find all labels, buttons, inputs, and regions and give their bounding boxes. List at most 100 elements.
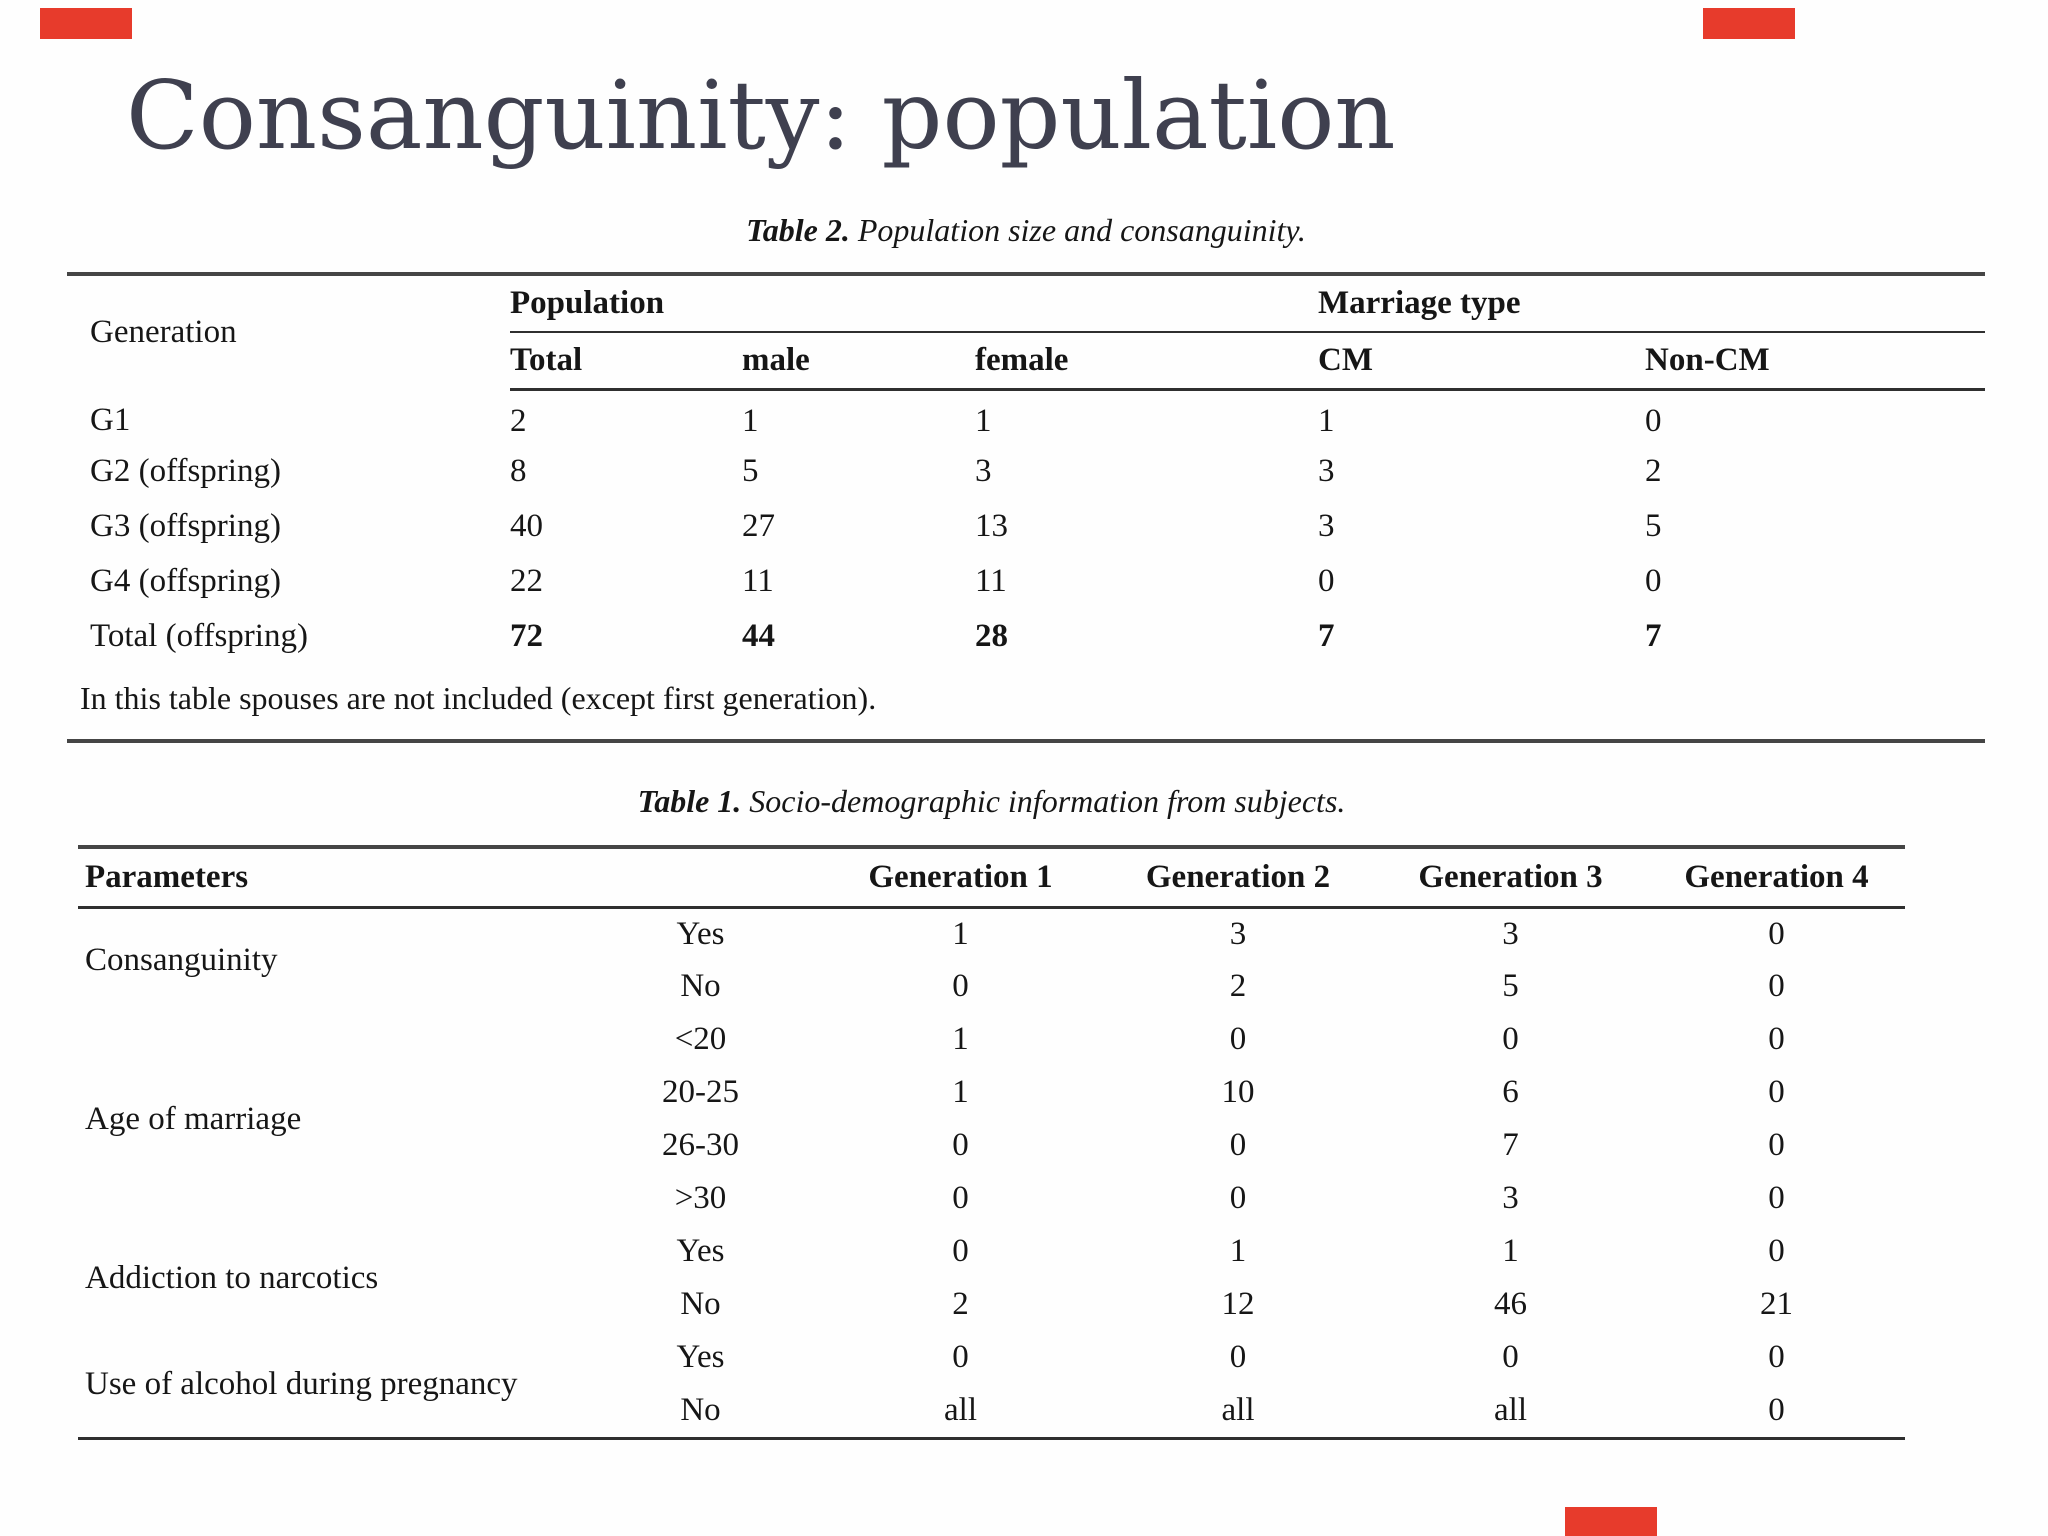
cell: 0 (1229, 1127, 1247, 1163)
cell: 0 (1768, 1180, 1785, 1216)
cell: 1 (975, 402, 992, 439)
cell: 7 (1645, 618, 1662, 654)
cell: 1 (1229, 1233, 1247, 1269)
table-row: G3 (offspring) 40 27 13 3 5 (67, 499, 1985, 554)
table2-population-group-header: Population (510, 276, 1319, 333)
table-row: No all all all 0 (78, 1384, 1905, 1437)
table-row: G4 (offspring) 22 11 11 0 0 (67, 554, 1985, 609)
cell: all (1494, 1392, 1527, 1428)
table1-col-gen3: Generation 3 (1373, 849, 1649, 909)
cell: 21 (1760, 1286, 1794, 1322)
cell: 6 (1502, 1074, 1519, 1110)
cell: 72 (510, 618, 543, 654)
table1-caption-text: Socio-demographic information from subje… (741, 783, 1346, 819)
cell: 2 (1645, 453, 1662, 489)
cell: 10 (1221, 1074, 1255, 1110)
row-label: G3 (offspring) (90, 508, 281, 544)
table-row: 26-30 0 0 7 0 (78, 1119, 1905, 1172)
group-label: Addiction to narcotics (85, 1259, 379, 1296)
cell: all (1221, 1392, 1255, 1428)
sub-label: Yes (676, 1339, 725, 1375)
sub-label: No (680, 968, 721, 1004)
cell: 0 (952, 1180, 969, 1216)
table2-footnote: In this table spouses are not included (… (80, 680, 877, 716)
sub-label: >30 (674, 1180, 727, 1216)
sub-label: 26-30 (662, 1127, 739, 1163)
cell: 2 (510, 402, 527, 439)
table1-col-gen1: Generation 1 (818, 849, 1104, 909)
cell: 2 (952, 1286, 969, 1322)
cell: 0 (1768, 915, 1785, 952)
cell: 12 (1221, 1286, 1255, 1322)
table1-container: Parameters Generation 1 Generation 2 Gen… (78, 845, 1906, 1440)
cell: 0 (1768, 1392, 1785, 1428)
table2: Generation Population Marriage type Tota… (67, 276, 1986, 664)
cell: 5 (1502, 968, 1519, 1004)
cell: 3 (1502, 1180, 1519, 1216)
cell: 2 (1229, 968, 1247, 1004)
table1-col-gen4: Generation 4 (1648, 849, 1906, 909)
table1-parameters-header: Parameters (78, 849, 819, 909)
cell: 3 (1318, 508, 1335, 544)
table2-corner-header: Generation (90, 314, 237, 350)
cell: 0 (1768, 1074, 1785, 1110)
cell: 1 (952, 915, 969, 952)
cell: 27 (742, 508, 775, 544)
sub-label: 20-25 (662, 1074, 739, 1110)
sub-label: No (680, 1286, 721, 1322)
cell: 7 (1318, 618, 1335, 654)
cell: 3 (975, 453, 992, 489)
cell: 0 (1768, 1127, 1785, 1163)
table2-col-male: male (742, 332, 975, 391)
table2-col-total: Total (510, 332, 742, 391)
table-row: >30 0 0 3 0 (78, 1172, 1905, 1225)
cell: 44 (742, 618, 775, 654)
sub-label: Yes (676, 915, 725, 952)
table-row: G1 2 1 1 1 0 (67, 389, 1985, 444)
cell: 0 (1229, 1339, 1247, 1375)
table1: Parameters Generation 1 Generation 2 Gen… (78, 849, 1906, 1437)
cell: 11 (742, 563, 774, 599)
cell: 1 (742, 402, 759, 439)
cell: 0 (1645, 402, 1662, 439)
table-row: 20-25 1 10 6 0 (78, 1066, 1905, 1119)
cell: 1 (1318, 402, 1335, 439)
table-row: No 0 2 5 0 (78, 960, 1905, 1013)
table2-group-header-row: Generation Population Marriage type (67, 276, 1986, 350)
cell: 0 (1502, 1339, 1519, 1375)
row-label: G2 (offspring) (90, 453, 281, 489)
table2-container: Generation Population Marriage type Tota… (67, 272, 1986, 743)
table2-col-noncm: Non-CM (1645, 332, 1986, 391)
cell: 0 (1768, 968, 1785, 1004)
sub-label: Yes (676, 1233, 725, 1269)
group-label: Age of marriage (85, 1100, 302, 1137)
red-marker-top-left (40, 8, 132, 39)
table2-col-female: female (975, 332, 1319, 391)
table-row: Consanguinity Yes 1 3 3 0 (78, 907, 1905, 979)
table2-caption: Table 2. Population size and consanguini… (67, 212, 1985, 249)
cell: 22 (510, 563, 543, 599)
cell: all (944, 1392, 977, 1428)
cell: 3 (1502, 915, 1519, 952)
cell: 3 (1229, 915, 1247, 952)
row-label: G1 (90, 402, 131, 438)
cell: 0 (1645, 563, 1662, 599)
cell: 0 (1768, 1021, 1785, 1057)
cell: 0 (952, 1233, 969, 1269)
cell: 5 (742, 453, 759, 489)
table2-caption-label: Table 2. (746, 212, 850, 248)
cell: 40 (510, 508, 543, 544)
slide-title: Consanguinity: population (126, 61, 1396, 171)
red-marker-bottom-right (1565, 1507, 1657, 1536)
cell: 3 (1318, 453, 1335, 489)
table2-column-header-row: Total male female CM Non-CM (67, 332, 1986, 391)
row-label: G4 (offspring) (90, 563, 281, 599)
sub-label: No (680, 1392, 721, 1428)
cell: 13 (975, 508, 1008, 544)
group-label: Consanguinity (85, 942, 278, 979)
cell: 5 (1645, 508, 1662, 544)
table1-caption-label: Table 1. (637, 783, 742, 819)
cell: 0 (1768, 1233, 1785, 1269)
cell: 0 (952, 1339, 969, 1375)
